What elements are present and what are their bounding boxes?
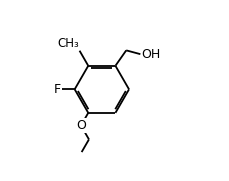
Text: CH₃: CH₃	[57, 37, 78, 50]
Text: F: F	[54, 83, 61, 96]
Text: O: O	[76, 119, 85, 132]
Text: OH: OH	[141, 48, 160, 61]
